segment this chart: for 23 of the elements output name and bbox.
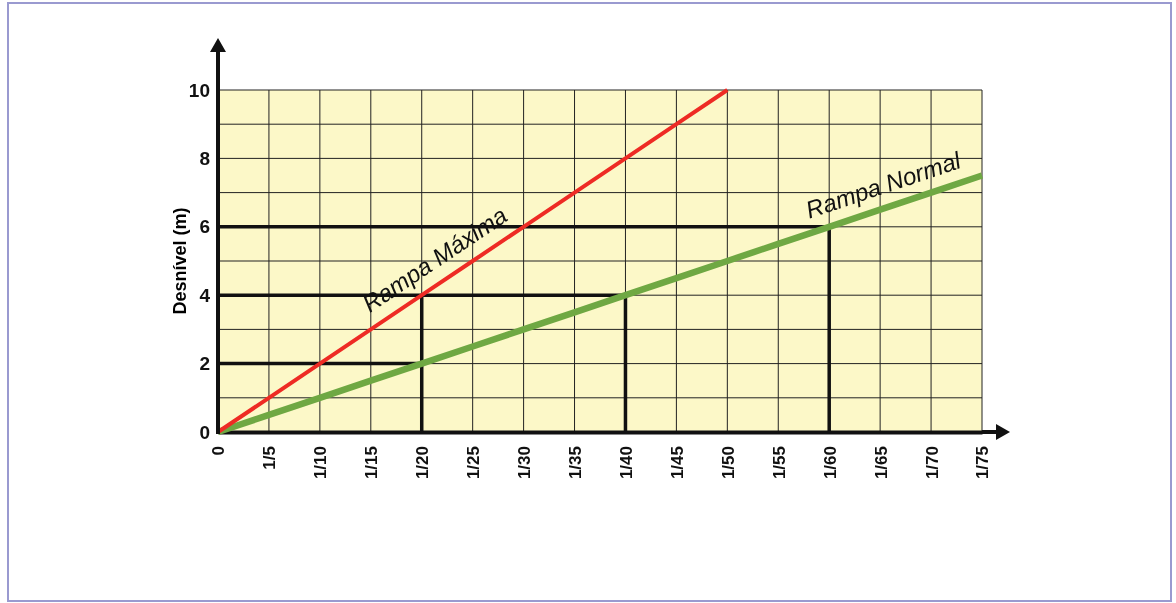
x-tick-label: 1/65 bbox=[871, 446, 891, 480]
x-tick-label: 1/40 bbox=[616, 446, 636, 480]
x-tick-label: 1/55 bbox=[769, 446, 789, 480]
x-tick-label: 1/10 bbox=[311, 446, 331, 480]
x-tick-label: 1/75 bbox=[973, 446, 993, 480]
x-tick-label: 1/50 bbox=[718, 446, 738, 480]
y-tick-label: 8 bbox=[199, 147, 210, 169]
x-tick-label: 1/15 bbox=[362, 446, 382, 480]
x-tick-label: 1/60 bbox=[820, 446, 840, 480]
x-tick-label: 1/30 bbox=[515, 446, 535, 480]
y-tick-label: 4 bbox=[199, 284, 211, 306]
y-tick-label: 0 bbox=[199, 421, 210, 443]
y-tick-label: 10 bbox=[188, 79, 210, 101]
x-tick-label: 1/35 bbox=[565, 446, 585, 480]
x-tick-label: 1/45 bbox=[667, 446, 687, 480]
x-tick-label: 1/25 bbox=[464, 446, 484, 480]
x-tick-label: 1/70 bbox=[922, 446, 942, 480]
y-tick-label: 6 bbox=[199, 216, 210, 238]
x-tick-label: 1/20 bbox=[413, 446, 433, 480]
y-axis-title: Desnível (m) bbox=[170, 207, 190, 315]
x-tick-label: 0 bbox=[209, 446, 229, 456]
y-tick-label: 2 bbox=[199, 353, 210, 375]
x-tick-label: 1/5 bbox=[260, 446, 280, 470]
